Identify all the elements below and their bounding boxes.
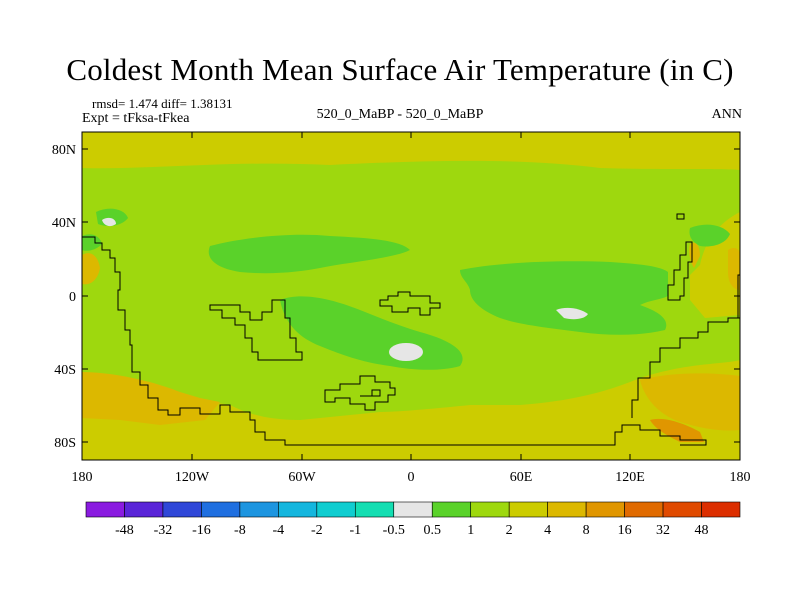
colorbar-swatch [393, 501, 433, 518]
colorbar-label: 0.5 [423, 523, 441, 538]
lat-label: 0 [69, 290, 76, 305]
lon-label: 120E [615, 470, 645, 485]
colorbar-swatch [662, 501, 702, 518]
colorbar-label: -32 [154, 523, 173, 538]
colorbar-label: 1 [467, 523, 474, 538]
lon-label: 60W [288, 470, 316, 485]
colorbar-swatch [201, 501, 241, 518]
map-field [82, 132, 740, 460]
colorbar-swatch [316, 501, 356, 518]
colorbar-label: 4 [544, 523, 551, 538]
colorbar-swatch [547, 501, 587, 518]
coastline-island-central [379, 291, 441, 316]
field-band-1-2 [460, 261, 668, 335]
colorbar-label: -8 [234, 523, 246, 538]
field-band-2-4 [82, 160, 740, 420]
colorbar [85, 501, 741, 518]
field-band-1-2 [82, 234, 102, 251]
lat-label: 80S [54, 436, 76, 451]
colorbar-label: -2 [311, 523, 323, 538]
field-band-1-2 [689, 224, 730, 247]
lon-label: 180 [730, 470, 751, 485]
coastline-west-continent [82, 236, 707, 446]
lat-label: 80N [52, 143, 76, 158]
colorbar-swatch [624, 501, 664, 518]
coastline-east-peninsula [667, 241, 693, 301]
lon-tick-marks [81, 132, 741, 460]
colorbar-swatch [162, 501, 202, 518]
field-band-8-16 [650, 418, 704, 442]
field-band-4-8 [82, 253, 100, 285]
lat-axis-labels: 80N 40N 0 40S 80S [52, 143, 76, 451]
colorbar-label: -1 [349, 523, 361, 538]
plot-title: Coldest Month Mean Surface Air Temperatu… [66, 52, 734, 87]
coastline-island-south-inner [360, 389, 381, 397]
colorbar-label: -4 [273, 523, 285, 538]
lon-axis-labels: 180 120W 60W 0 60E 120E 180 [72, 470, 751, 485]
stats-label: rmsd= 1.474 diff= 1.38131 [92, 96, 233, 111]
lat-tick-marks [82, 148, 740, 443]
lat-label: 40N [52, 216, 76, 231]
lat-label: 40S [54, 363, 76, 378]
colorbar-label: 2 [506, 523, 513, 538]
colorbar-swatch [701, 501, 741, 518]
colorbar-label: -48 [115, 523, 134, 538]
cases-label: 520_0_MaBP - 520_0_MaBP [316, 107, 484, 122]
field-band-neutral [102, 217, 116, 227]
colorbar-labels: -48 -32 -16 -8 -4 -2 -1 -0.5 0.5 1 2 4 8 16 32 48 [115, 523, 708, 538]
field-band-4-8 [640, 373, 740, 431]
lon-label: 120W [175, 470, 210, 485]
field-band-neutral [389, 343, 423, 361]
colorbar-label: -0.5 [383, 523, 405, 538]
colorbar-swatch [239, 501, 279, 518]
coastline-island-south [324, 375, 396, 411]
field-band-neutral [556, 307, 588, 320]
field-band-4-8 [728, 248, 740, 290]
colorbar-swatch [354, 501, 395, 518]
colorbar-swatch [585, 501, 625, 518]
coastlines [82, 213, 740, 446]
colorbar-label: -16 [192, 523, 211, 538]
colorbar-swatch [470, 501, 510, 518]
season-label: ANN [711, 107, 742, 122]
field-band-1-2 [208, 234, 410, 274]
coastline-central-landmass [209, 299, 303, 361]
experiment-label: Expt = tFksa-tFkea [82, 111, 190, 126]
colorbar-label: 16 [618, 523, 632, 538]
colorbar-swatch [124, 501, 164, 518]
colorbar-swatch [431, 501, 472, 518]
colorbar-label: 8 [583, 523, 590, 538]
lon-label: 60E [510, 470, 533, 485]
coastline-east-edge [631, 238, 740, 418]
colorbar-swatch [85, 501, 125, 518]
lon-label: 0 [408, 470, 415, 485]
colorbar-swatch [278, 501, 318, 518]
colorbar-label: 32 [656, 523, 670, 538]
colorbar-swatch [508, 501, 548, 518]
colorbar-label: 48 [695, 523, 709, 538]
lon-label: 180 [72, 470, 93, 485]
coastline-island-north [676, 213, 685, 220]
